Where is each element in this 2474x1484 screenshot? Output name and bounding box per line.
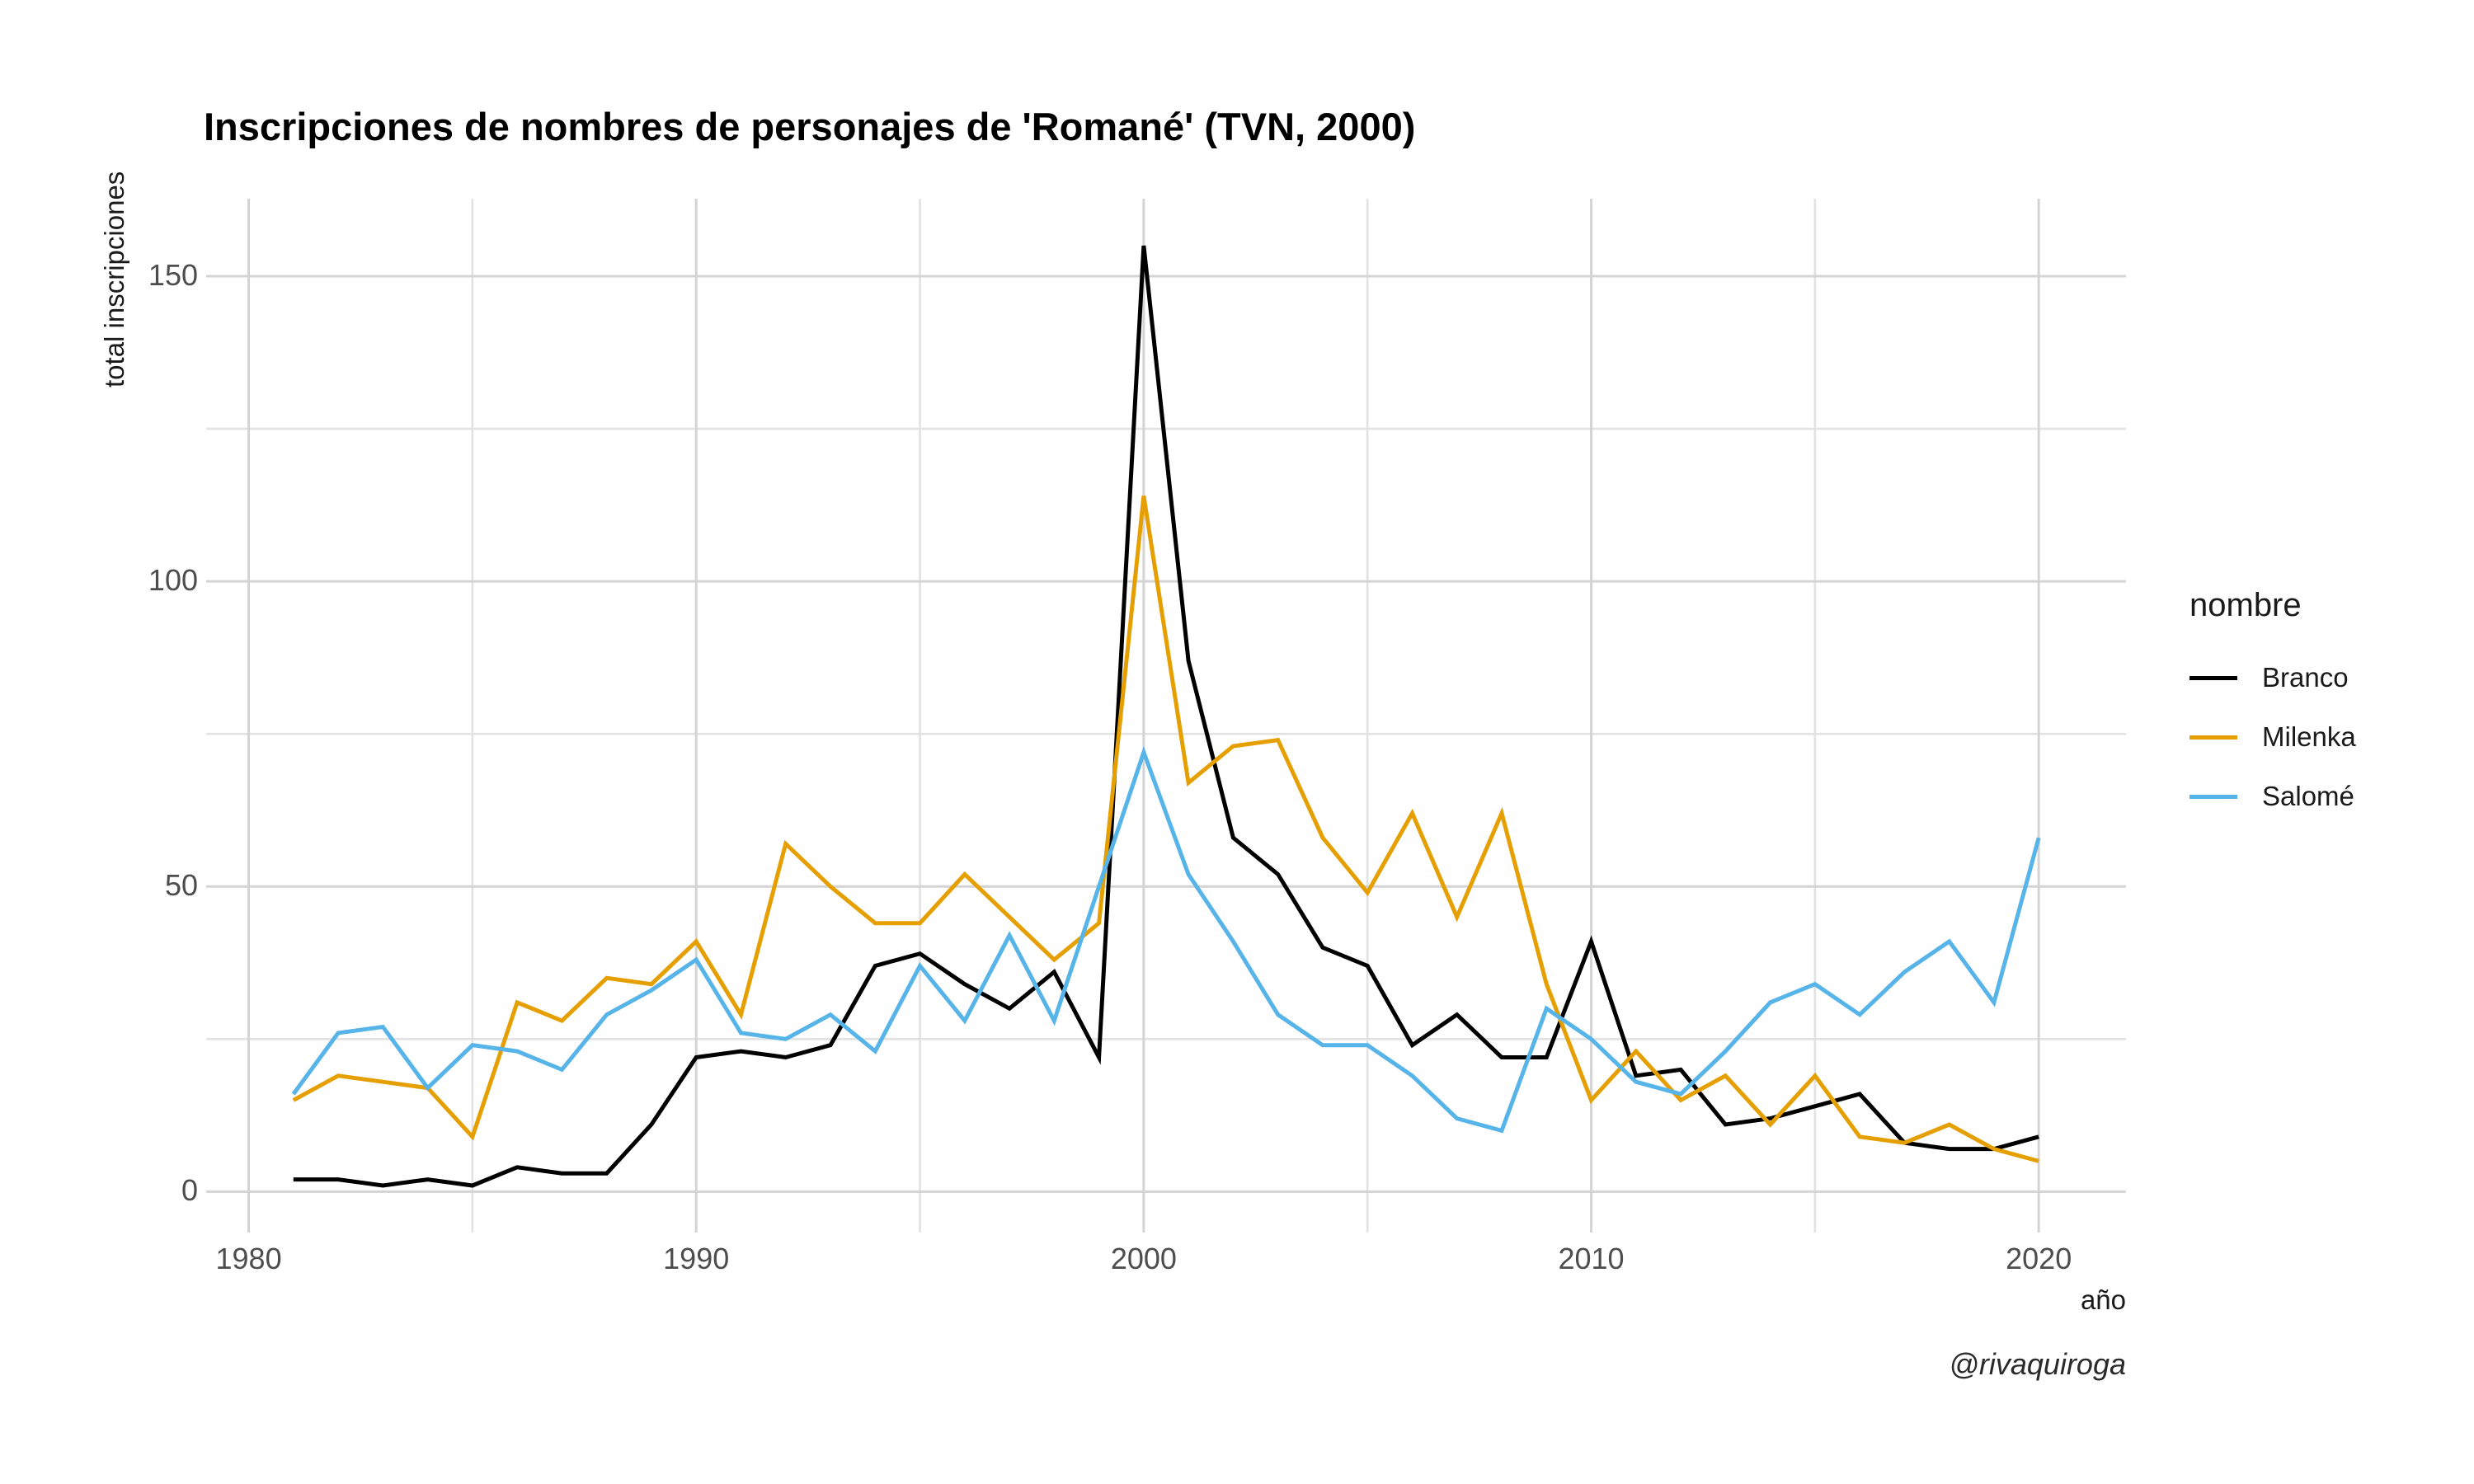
x-tick-label-1980: 1980: [215, 1242, 282, 1275]
y-tick-label-150: 150: [148, 258, 198, 292]
legend: nombre Branco Milenka Salomé: [2189, 587, 2356, 837]
data-series-lines: [291, 245, 2041, 1188]
milenka-line-swatch: [2189, 735, 2237, 740]
legend-item-milenka: Milenka: [2189, 718, 2356, 756]
chart-title: Inscripciones de nombres de personajes d…: [204, 105, 1416, 148]
line-branco: [293, 245, 2039, 1188]
x-axis-title: año: [2080, 1284, 2126, 1315]
x-tick-label-2000: 2000: [1110, 1242, 1177, 1275]
branco-line-swatch: [2189, 675, 2237, 680]
legend-label-milenka: Milenka: [2262, 721, 2356, 752]
legend-item-salome: Salomé: [2189, 777, 2356, 815]
gridlines-major: [206, 199, 2126, 1233]
line-milenka: [292, 495, 2039, 1163]
plot-panel: [206, 199, 2126, 1233]
caption-attribution: @rivaquiroga: [1949, 1347, 2126, 1381]
legend-label-salome: Salomé: [2262, 781, 2354, 811]
y-tick-label-0: 0: [181, 1173, 198, 1208]
line-salomé: [291, 745, 2041, 1134]
salome-line-swatch: [2189, 794, 2237, 799]
y-tick-label-50: 50: [164, 868, 198, 903]
x-tick-label-1990: 1990: [663, 1242, 730, 1275]
legend-title: nombre: [2189, 587, 2302, 623]
x-tick-label-2010: 2010: [1558, 1242, 1625, 1275]
gridlines-minor: [206, 199, 2126, 1233]
legend-item-branco: Branco: [2189, 659, 2356, 697]
legend-label-branco: Branco: [2262, 662, 2349, 693]
y-tick-label-100: 100: [148, 563, 198, 598]
x-tick-label-2020: 2020: [2006, 1242, 2072, 1275]
